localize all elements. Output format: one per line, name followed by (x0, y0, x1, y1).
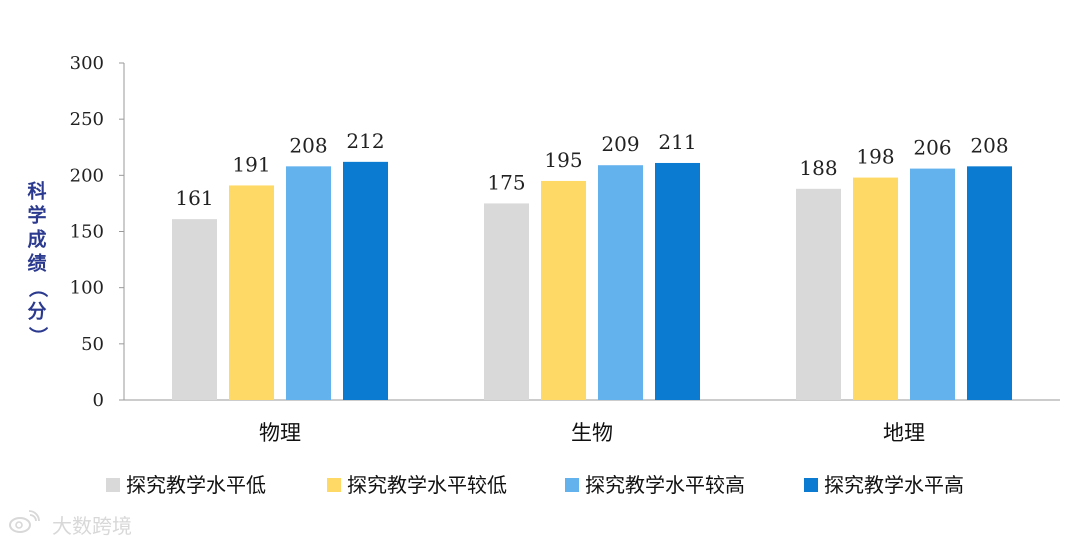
data-label: 212 (346, 129, 384, 153)
bar (229, 185, 274, 400)
legend: 探究教学水平低 探究教学水平较低 探究教学水平较高 探究教学水平高 (106, 473, 964, 497)
bar (796, 188, 841, 400)
bar (853, 177, 898, 400)
category-labels: 物理 生物 地理 (259, 421, 925, 445)
data-labels: 161 191 208 212 175 195 209 211 188 198 206 208 (175, 129, 1008, 210)
data-label: 198 (856, 145, 894, 169)
y-axis-label-char: 绩 (27, 252, 46, 275)
legend-swatch (565, 478, 579, 492)
watermark-text: 大数跨境 (52, 514, 132, 538)
data-label: 206 (913, 136, 951, 160)
bar (655, 162, 700, 400)
data-label: 175 (487, 170, 525, 194)
watermark: 大数跨境 (9, 510, 132, 538)
y-axis-label-char: 成 (27, 228, 46, 251)
bars (172, 161, 1012, 400)
y-tick-label: 300 (70, 53, 104, 74)
y-tick-label: 150 (70, 222, 104, 243)
bar (172, 219, 217, 400)
weibo-logo-icon (9, 510, 40, 533)
bar (484, 203, 529, 400)
x-category-label: 物理 (259, 421, 301, 445)
data-label: 208 (970, 133, 1008, 157)
y-tick-label: 50 (81, 334, 104, 355)
bar (967, 166, 1012, 400)
legend-label: 探究教学水平较高 (585, 473, 745, 497)
data-label: 209 (601, 132, 639, 156)
data-label: 191 (232, 152, 270, 176)
y-tick-label: 100 (70, 278, 104, 299)
legend-label: 探究教学水平高 (824, 473, 964, 497)
legend-swatch (327, 478, 341, 492)
bar (343, 161, 388, 400)
bar (910, 168, 955, 400)
data-label: 188 (799, 156, 837, 180)
axes: 0 50 100 150 200 250 300 (70, 53, 1060, 411)
y-axis-label-char: ） (27, 326, 50, 345)
y-axis-label-char: 学 (27, 204, 46, 227)
legend-swatch (106, 478, 120, 492)
y-tick-label: 250 (70, 109, 104, 130)
data-label: 208 (289, 133, 327, 157)
y-axis-label-char: 分 (27, 301, 46, 323)
bar (286, 166, 331, 400)
legend-swatch (804, 478, 818, 492)
y-tick-label: 0 (93, 390, 104, 411)
x-category-label: 地理 (883, 421, 925, 445)
bar (541, 180, 586, 400)
data-label: 195 (544, 148, 582, 172)
data-label: 161 (175, 186, 213, 210)
legend-label: 探究教学水平低 (126, 473, 266, 497)
legend-label: 探究教学水平较低 (347, 473, 507, 497)
bar (598, 165, 643, 400)
y-axis-label-char: （ (27, 278, 50, 297)
y-tick-label: 200 (70, 165, 104, 186)
data-label: 211 (658, 130, 696, 154)
y-axis-label-char: 科 (27, 180, 46, 203)
x-category-label: 生物 (571, 421, 613, 445)
